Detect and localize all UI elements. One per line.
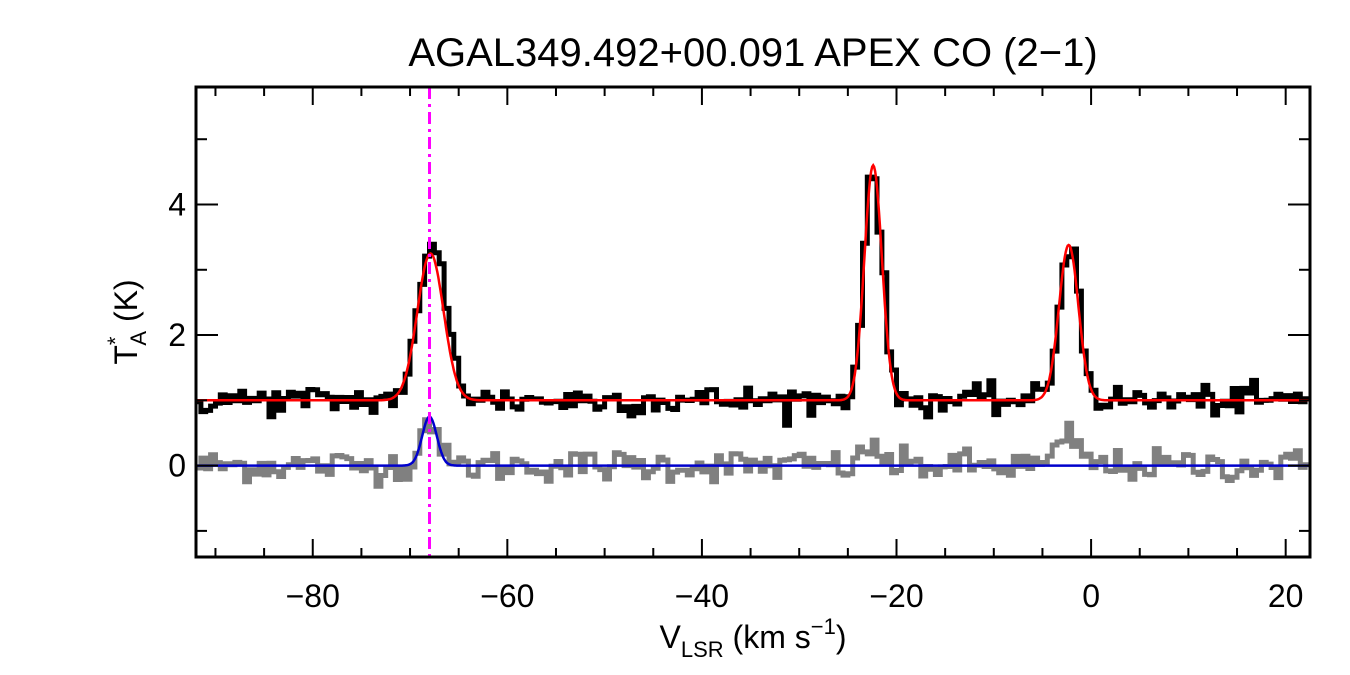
plot-frame <box>194 85 1312 559</box>
y-tick-label: 4 <box>168 187 186 223</box>
y-axis-label: T*A (K) <box>103 279 151 364</box>
x-tick-label: −60 <box>480 578 534 614</box>
y-tick-label: 0 <box>168 448 186 484</box>
x-axis-label-main: V <box>660 619 682 655</box>
series-1-line <box>196 162 1310 402</box>
x-tick-label: −80 <box>286 578 340 614</box>
y-tick-label: 2 <box>168 317 186 353</box>
series-3-line <box>196 415 1310 467</box>
x-axis-label-sub: LSR <box>681 637 724 662</box>
x-tick-label: 20 <box>1268 578 1304 614</box>
x-axis-label-unit: (km s <box>724 619 811 655</box>
x-axis-label-close: ) <box>836 619 847 655</box>
x-axis-label-sup: −1 <box>811 614 836 639</box>
y-axis-label-sup: * <box>103 336 128 345</box>
y-axis-label-sub: A <box>126 331 151 346</box>
x-tick-label: 0 <box>1082 578 1100 614</box>
series-0-line <box>196 174 1310 428</box>
axis-tick-labels: −80 −60 −40 −20 0 20 0 2 4 <box>168 187 1303 615</box>
y-axis-label-unit: (K) <box>108 279 144 331</box>
x-axis-label: VLSR (km s−1) <box>660 614 847 662</box>
chart-title: AGAL349.492+00.091 APEX CO (2−1) <box>408 31 1097 75</box>
series-2-line <box>196 417 1310 489</box>
x-tick-label: −20 <box>869 578 923 614</box>
x-tick-label: −40 <box>675 578 729 614</box>
y-axis-label-main: T <box>108 345 144 365</box>
axis-ticks <box>196 87 1310 557</box>
spectral-traces <box>196 87 1310 557</box>
